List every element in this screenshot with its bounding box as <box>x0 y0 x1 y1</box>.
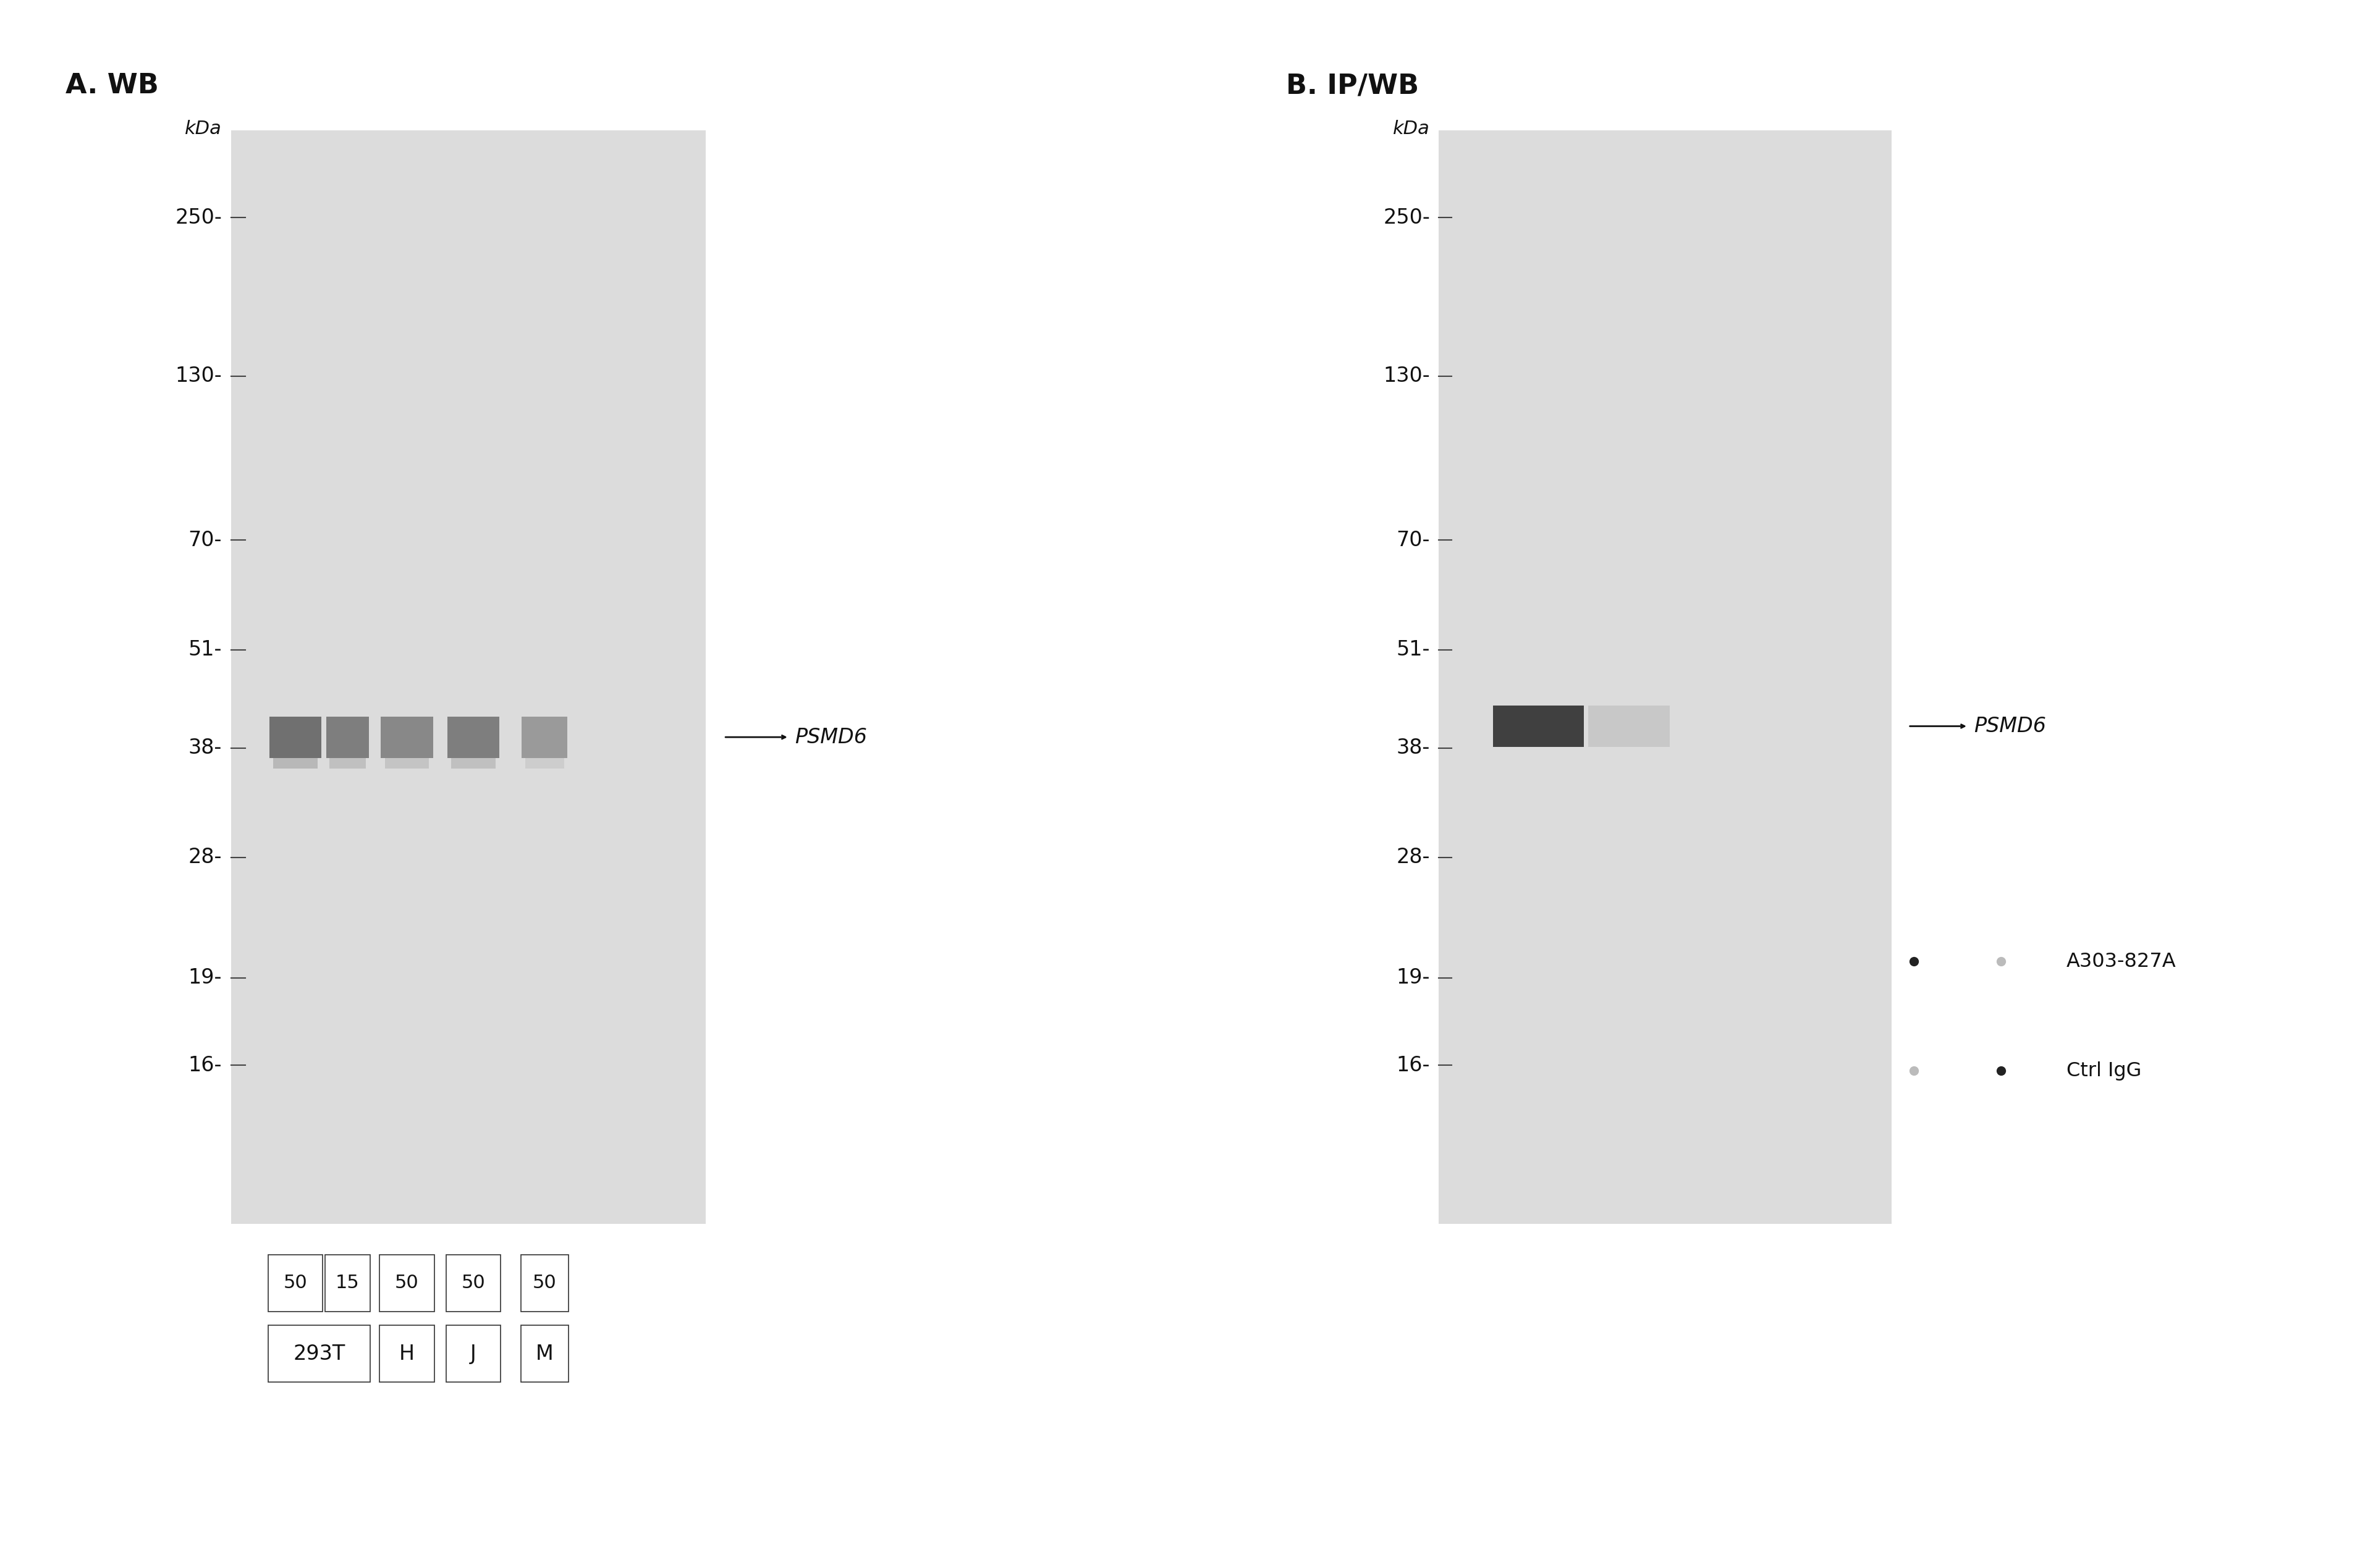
Text: kDa: kDa <box>185 119 223 138</box>
Bar <box>522 717 567 757</box>
Bar <box>380 717 432 757</box>
Text: H: H <box>399 1344 415 1364</box>
Bar <box>524 757 565 768</box>
Text: B. IP/WB: B. IP/WB <box>1286 72 1419 99</box>
Text: 16-: 16- <box>187 1055 223 1076</box>
Text: 50: 50 <box>460 1275 486 1292</box>
Text: 16-: 16- <box>1395 1055 1431 1076</box>
Text: kDa: kDa <box>1393 119 1431 138</box>
Text: A. WB: A. WB <box>64 72 159 99</box>
Text: 51-: 51- <box>187 640 223 660</box>
Bar <box>268 1325 370 1381</box>
Text: M: M <box>536 1344 553 1364</box>
Text: 293T: 293T <box>292 1344 344 1364</box>
Text: 19-: 19- <box>187 967 223 988</box>
Text: 70-: 70- <box>1395 530 1431 550</box>
Bar <box>271 717 323 757</box>
Text: PSMD6: PSMD6 <box>795 728 866 748</box>
Bar <box>330 757 365 768</box>
Text: 250-: 250- <box>176 207 223 227</box>
Text: 50: 50 <box>282 1275 308 1292</box>
Bar <box>520 1325 570 1381</box>
Text: 50: 50 <box>394 1275 420 1292</box>
Text: Ctrl IgG: Ctrl IgG <box>2067 1062 2140 1080</box>
Bar <box>233 130 707 1223</box>
Text: 70-: 70- <box>187 530 223 550</box>
Bar <box>1438 130 1891 1223</box>
Bar <box>325 1254 370 1311</box>
Bar <box>380 1325 434 1381</box>
Text: 250-: 250- <box>1383 207 1431 227</box>
Bar <box>1493 706 1583 746</box>
Text: 19-: 19- <box>1395 967 1431 988</box>
Text: 28-: 28- <box>1395 847 1431 867</box>
Text: 38-: 38- <box>1395 739 1431 759</box>
Bar <box>446 1254 501 1311</box>
Text: PSMD6: PSMD6 <box>1974 717 2046 737</box>
Text: 130-: 130- <box>1383 365 1431 386</box>
Bar <box>268 1254 323 1311</box>
Text: 51-: 51- <box>1395 640 1431 660</box>
Bar <box>380 1254 434 1311</box>
Bar <box>327 717 370 757</box>
Bar <box>451 757 496 768</box>
Text: A303-827A: A303-827A <box>2067 952 2176 971</box>
Text: J: J <box>470 1344 477 1364</box>
Bar <box>273 757 318 768</box>
Bar <box>446 717 498 757</box>
Bar <box>446 1325 501 1381</box>
Text: 130-: 130- <box>176 365 223 386</box>
Bar <box>384 757 430 768</box>
Text: 50: 50 <box>532 1275 558 1292</box>
Text: 38-: 38- <box>187 739 223 759</box>
Text: 15: 15 <box>335 1275 361 1292</box>
Bar <box>520 1254 570 1311</box>
Bar <box>1588 706 1671 746</box>
Text: 28-: 28- <box>187 847 223 867</box>
